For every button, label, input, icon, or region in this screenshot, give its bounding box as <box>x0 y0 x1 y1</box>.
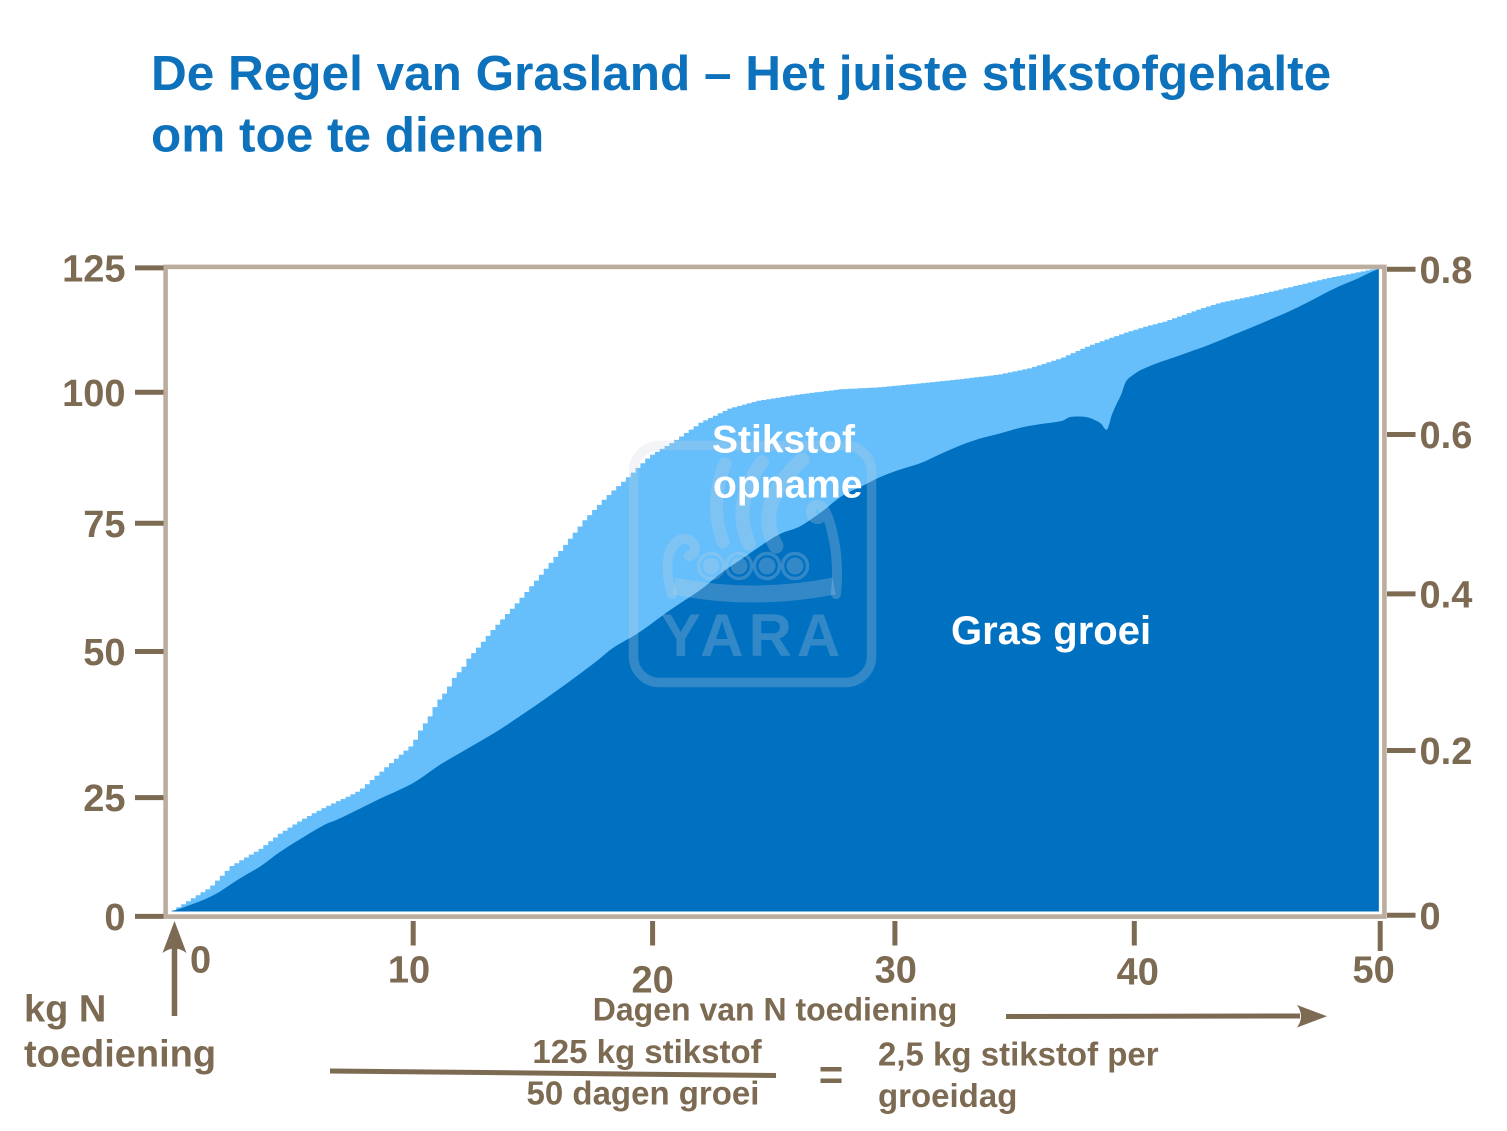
series-labels: Stikstof opname Gras groei <box>712 419 1151 654</box>
watermark-shield-disc-3 <box>758 557 776 575</box>
right-arrow-head <box>1297 1005 1327 1028</box>
title-line-1: De Regel van Grasland – Het juiste stiks… <box>151 46 1331 101</box>
right-tick-label-0.2: 0.2 <box>1420 731 1473 773</box>
right-tick-label-0.4: 0.4 <box>1420 574 1473 616</box>
title-line-2: om toe te dienen <box>151 108 544 163</box>
left-tick-label-0: 0 <box>104 897 125 939</box>
plot-border <box>163 264 1387 919</box>
fraction-numerator: 125 kg stikstof <box>532 1033 762 1070</box>
right-tick-label-0: 0 <box>1420 896 1441 938</box>
bottom-tick-label-10: 10 <box>388 950 430 992</box>
axis-ticks <box>135 265 1416 951</box>
watermark-frame <box>628 440 877 688</box>
result-line2: groeidag <box>878 1077 1017 1114</box>
watermark-prow-right <box>805 500 842 599</box>
up-arrow-head <box>162 921 187 953</box>
left-tick-label-125: 125 <box>62 248 125 290</box>
watermark-shield-ring-1 <box>696 551 726 581</box>
result-line1: 2,5 kg stikstof per <box>878 1036 1159 1073</box>
bottom-tick-label-0: 0 <box>190 940 211 982</box>
watermark-shields <box>696 551 810 581</box>
gras-groei-label: Gras groei <box>951 609 1151 653</box>
right-tick-label-0.6: 0.6 <box>1420 415 1473 457</box>
right-arrow-shaft <box>1005 1013 1301 1019</box>
watermark-prow-left <box>662 533 700 599</box>
watermark-shield-disc-1 <box>702 557 720 575</box>
bottom-tick-label-30: 30 <box>875 950 917 992</box>
watermark-sail-arc-2 <box>735 455 769 551</box>
bottom-tick-label-50: 50 <box>1353 950 1395 992</box>
right-arrow-icon <box>1005 1005 1327 1028</box>
slide-title: De Regel van Grasland – Het juiste stiks… <box>151 46 1331 163</box>
y-axis-caption-line2: toediening <box>24 1033 216 1075</box>
gras-groei-area <box>171 268 1379 912</box>
watermark-sail-arc-1 <box>710 457 732 549</box>
watermark-shield-ring-3 <box>752 551 782 581</box>
bottom-tick-label-20: 20 <box>631 960 673 1002</box>
stikstof-opname-label-line1: Stikstof <box>712 419 856 462</box>
fraction-denominator: 50 dagen groei <box>527 1074 760 1111</box>
right-tick-label-0.8: 0.8 <box>1420 250 1473 292</box>
axis-tick-labels: 125 100 75 50 25 0 0.8 0.6 0.4 0.2 0 0 10 20 30 40 50 <box>62 248 1472 1001</box>
watermark-sail-arc-3 <box>761 452 810 554</box>
yara-logo-group: YARA <box>628 440 877 688</box>
fraction-bar <box>329 1068 777 1078</box>
left-tick-label-50: 50 <box>83 632 125 674</box>
annotations: kg N toediening Dagen van N toediening 1… <box>24 921 1327 1114</box>
watermark-shield-disc-2 <box>730 557 748 575</box>
y-axis-caption-line1: kg N <box>24 988 106 1030</box>
bottom-tick-label-40: 40 <box>1117 952 1159 994</box>
equals-sign: = <box>819 1051 844 1098</box>
chart-areas <box>171 268 1379 912</box>
x-axis-caption: Dagen van N toediening <box>593 992 957 1028</box>
watermark-shield-ring-4 <box>780 551 810 581</box>
watermark-shield-ring-2 <box>724 551 754 581</box>
left-tick-label-75: 75 <box>83 504 125 546</box>
up-arrow-icon <box>162 921 187 1016</box>
plot-frame <box>163 264 1387 919</box>
left-tick-label-100: 100 <box>62 373 125 415</box>
watermark-shield-disc-4 <box>786 557 804 575</box>
watermark-hull <box>672 577 836 603</box>
yara-watermark-logo: YARA <box>628 440 877 688</box>
left-tick-label-25: 25 <box>83 778 125 820</box>
watermark-yara-text: YARA <box>661 602 846 669</box>
stikstof-opname-label-line2: opname <box>713 464 863 507</box>
